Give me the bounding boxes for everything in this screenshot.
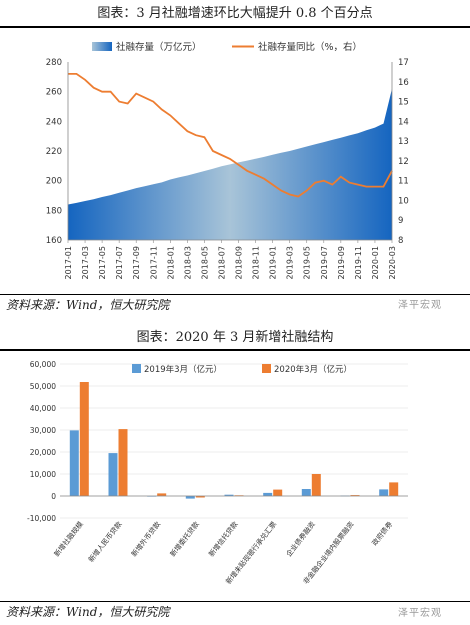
category-label: 新增社融规模	[52, 520, 85, 559]
chart1-source: 资料来源：Wind，恒大研究院	[6, 298, 170, 312]
y-right-tick-label: 14	[398, 117, 409, 127]
legend-swatch-2019	[132, 364, 141, 373]
chart1-bottom-rule	[0, 294, 470, 295]
stock-area-series	[68, 88, 392, 240]
x-tick-label: 2020-03	[388, 246, 397, 279]
chart1-title: 图表：3 月社融增速环比大幅提升 0.8 个百分点	[97, 6, 373, 21]
y-left-tick-label: 180	[46, 206, 62, 216]
legend-label-2020: 2020年3月（亿元）	[274, 364, 352, 375]
y-tick-label: 10,000	[30, 470, 56, 479]
x-tick-label: 2018-09	[235, 246, 244, 279]
bar-2020	[389, 482, 399, 496]
category-label: 政府债券	[370, 520, 394, 548]
legend-swatch-2020	[262, 364, 271, 373]
y-left-tick-label: 260	[46, 88, 62, 98]
y-left-tick-label: 240	[46, 117, 62, 127]
category-label: 新增人民币贷款	[86, 520, 123, 564]
bar-2020	[79, 382, 89, 496]
y-left-tick-label: 160	[46, 236, 62, 246]
y-left-tick-label: 200	[46, 177, 62, 187]
y-tick-label: 40,000	[30, 404, 56, 413]
y-left-tick-label: 220	[46, 147, 62, 157]
bar-2019	[108, 453, 118, 496]
category-label: 新增外币贷款	[129, 520, 162, 559]
y-tick-label: 0	[51, 492, 56, 501]
y-right-tick-label: 9	[398, 216, 403, 226]
y-left-tick-label: 280	[46, 58, 62, 68]
y-right-tick-label: 10	[398, 196, 409, 206]
x-tick-label: 2017-07	[115, 246, 124, 279]
bar-2019	[301, 489, 311, 496]
x-tick-label: 2019-07	[320, 246, 329, 279]
x-tick-label: 2020-01	[371, 246, 380, 279]
x-tick-label: 2018-03	[183, 246, 192, 279]
bar-2020	[157, 493, 167, 496]
bar-2020	[273, 489, 283, 496]
x-tick-label: 2017-05	[98, 246, 107, 279]
chart2-bar-chart: -10,000 0 10,000 20,000 30,000 40,000 50,000 60…	[27, 360, 408, 586]
chart1-area-line-chart: 160 180 200 220 240 260 280 8 9 10 11 12 13 14 15 16 17 2…	[46, 41, 409, 279]
bar-2019	[263, 492, 273, 496]
legend-swatch-stock	[92, 42, 112, 51]
y-right-tick-label: 12	[398, 157, 409, 167]
y-right-tick-label: 8	[398, 236, 403, 246]
x-tick-label: 2017-11	[149, 246, 158, 279]
x-tick-label: 2018-01	[166, 246, 175, 279]
x-tick-label: 2017-09	[132, 246, 141, 279]
growth-line-series	[68, 73, 393, 198]
chart1-watermark: 泽平宏观	[398, 300, 442, 311]
legend-label-2019: 2019年3月（亿元）	[144, 364, 222, 375]
x-tick-label: 2019-05	[303, 246, 312, 279]
y-right-tick-label: 13	[398, 137, 409, 147]
category-label: 企业债券融资	[284, 520, 317, 559]
x-tick-label: 2017-03	[81, 246, 90, 279]
bar-2019	[224, 494, 234, 496]
y-tick-label: -10,000	[27, 514, 56, 523]
chart1-top-rule	[0, 26, 470, 28]
bar-2019	[69, 430, 79, 496]
chart2-watermark: 泽平宏观	[398, 608, 442, 619]
legend-label-growth: 社融存量同比（%，右）	[258, 41, 362, 53]
x-tick-label: 2019-09	[337, 246, 346, 279]
chart2-bottom-rule	[0, 601, 470, 602]
bar-2020	[195, 496, 205, 498]
bar-2020	[311, 474, 321, 496]
y-right-tick-label: 11	[398, 177, 409, 187]
category-label: 新增委托贷款	[168, 520, 201, 559]
bar-2019	[185, 496, 195, 499]
y-tick-label: 20,000	[30, 448, 56, 457]
legend-label-stock: 社融存量（万亿元）	[116, 41, 202, 53]
y-tick-label: 30,000	[30, 426, 56, 435]
x-tick-label: 2018-05	[200, 246, 209, 279]
chart2-source: 资料来源：Wind，恒大研究院	[6, 605, 170, 619]
y-right-tick-label: 16	[398, 78, 409, 88]
y-right-tick-label: 15	[398, 98, 409, 108]
x-tick-label: 2018-11	[252, 246, 261, 279]
chart2-top-rule	[0, 349, 470, 351]
bar-2020	[118, 429, 128, 496]
y-tick-label: 60,000	[30, 360, 56, 369]
x-tick-label: 2018-07	[217, 246, 226, 279]
x-tick-label: 2019-11	[354, 246, 363, 279]
x-tick-label: 2017-01	[64, 246, 73, 279]
y-tick-label: 50,000	[30, 382, 56, 391]
category-label: 新增信托贷款	[207, 520, 240, 559]
bar-2020	[350, 495, 360, 496]
x-tick-label: 2019-03	[286, 246, 295, 279]
x-tick-label: 2019-01	[269, 246, 278, 279]
chart2-title: 图表：2020 年 3 月新增社融结构	[136, 330, 334, 345]
y-right-tick-label: 17	[398, 58, 409, 68]
bar-2019	[379, 489, 389, 496]
